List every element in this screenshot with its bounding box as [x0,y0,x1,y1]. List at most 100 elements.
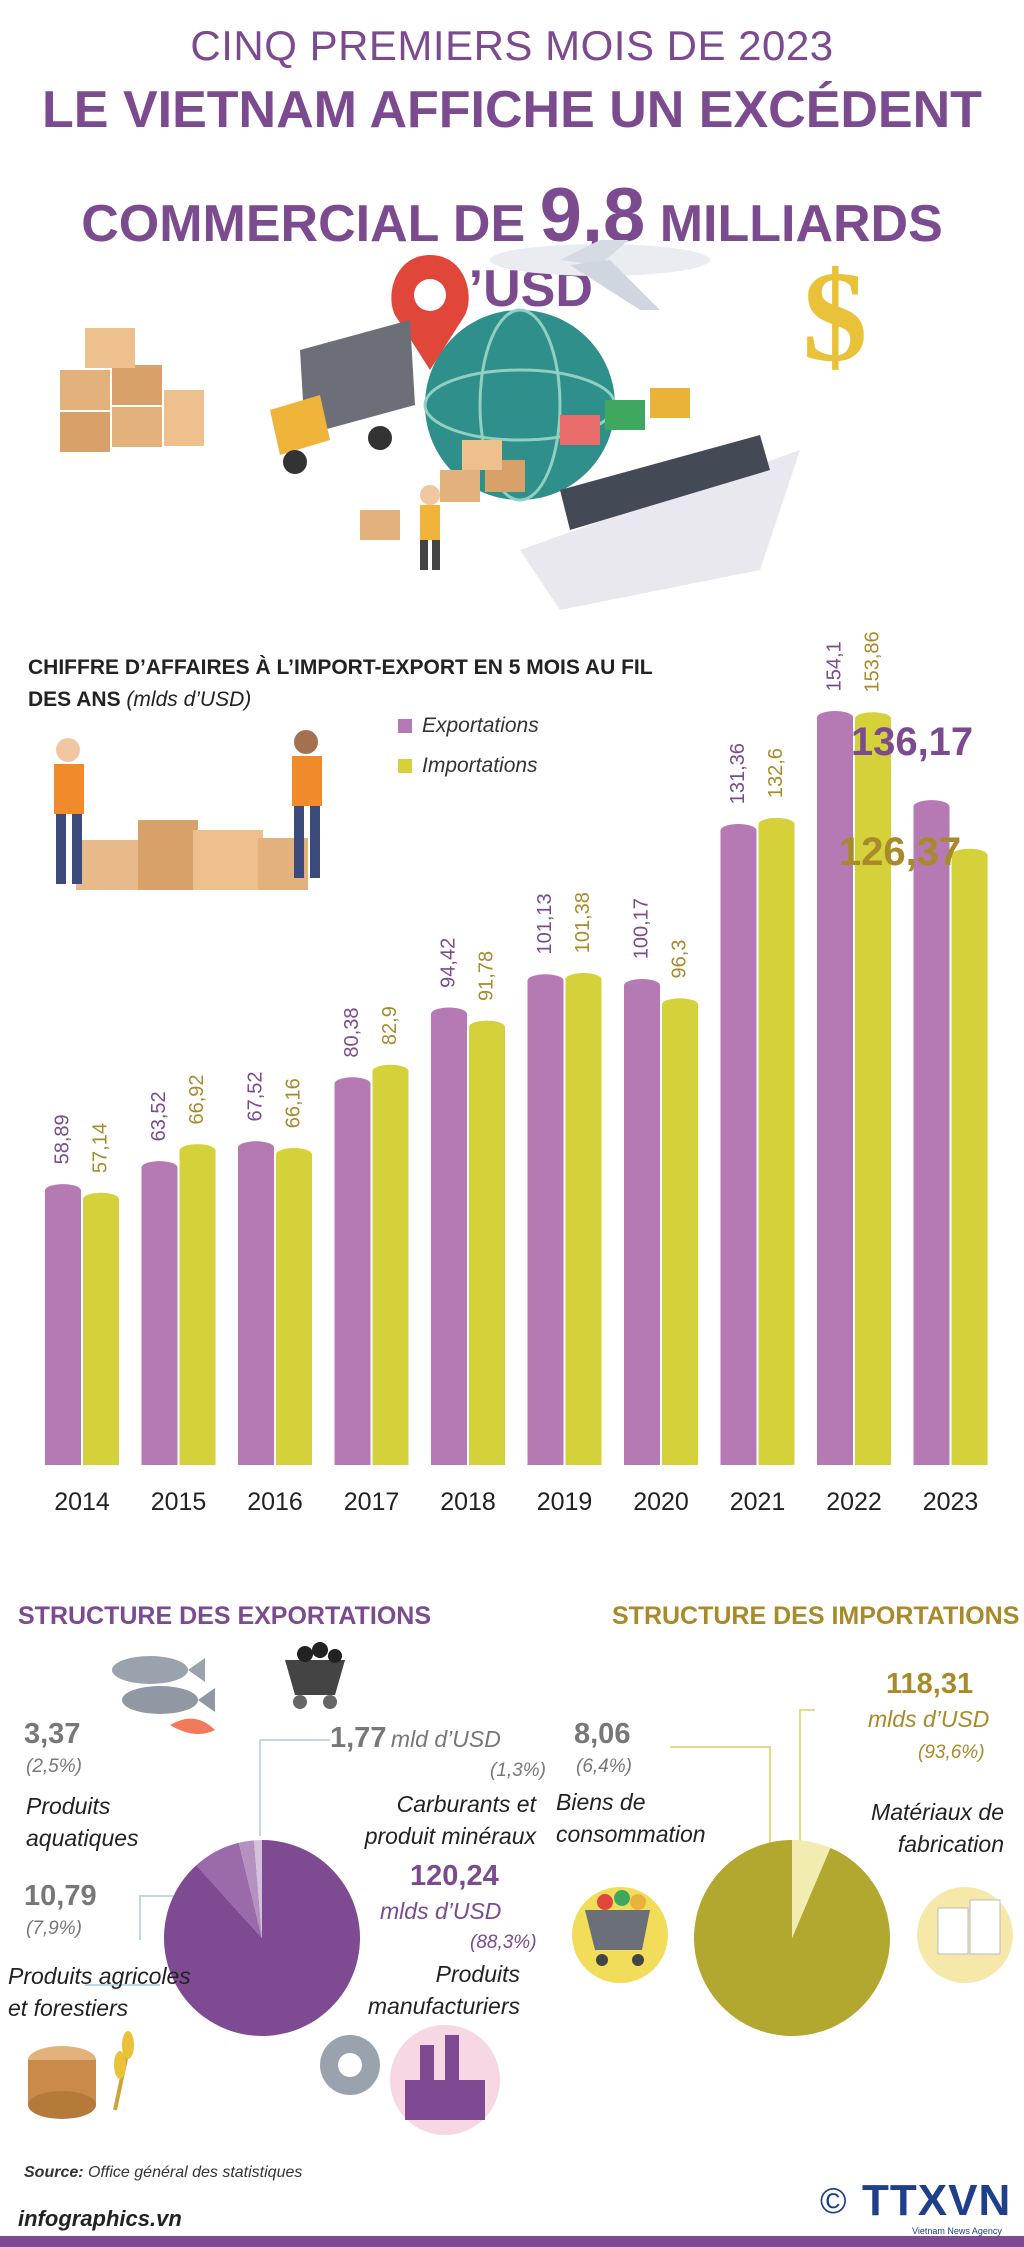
label-exports-2021: 131,36 [727,743,749,804]
aquatic-label-l1: Produits [26,1793,111,1819]
chart-unit: (mlds d’USD) [126,688,252,711]
fuel-unit: mld d’USD [390,1726,501,1752]
fuel-pct: (1,3%) [490,1760,546,1781]
agri-label-l2: et forestiers [8,1995,129,2021]
year-label-2014: 2014 [54,1488,110,1516]
bar-imports-2015 [179,1144,216,1465]
bar-imports-2017 [372,1064,409,1465]
manuf-label-l1: Produits [435,1961,520,1987]
consumer-label: Biens de consommation [556,1786,706,1850]
exports-pie-slice-2 [238,1840,262,1938]
agri-pct: (7,9%) [26,1918,82,1939]
label-imports-2022: 153,86 [861,631,883,692]
exports-pie-slice-1 [196,1842,262,1938]
year-label-2022: 2022 [826,1488,882,1516]
fuel-value-row: 1,77 mld d’USD [330,1722,501,1755]
log-icon [28,2046,96,2119]
year-label-2015: 2015 [151,1488,207,1516]
aquatic-value: 3,37 [24,1718,81,1750]
workers-icon [420,485,440,570]
legend-imports: Importations [398,754,538,778]
year-label-2020: 2020 [633,1488,689,1516]
label-exports-2015: 63,52 [148,1091,170,1141]
truck-icon [270,320,415,474]
bar-imports-2020 [662,998,698,1465]
label-imports-2018: 91,78 [475,951,497,1001]
wheat-icon [113,2031,134,2111]
label-exports-2017: 80,38 [341,1008,363,1058]
year-label-2017: 2017 [344,1488,400,1516]
bar-exports-2019 [527,974,564,1465]
manuf-label: Produits manufacturiers [350,1958,520,2022]
agri-value: 10,79 [24,1880,97,1912]
factory-icon [390,2025,500,2135]
hero-illustration: $ [60,240,868,610]
materials-label-l2: fabrication [897,1831,1004,1857]
footer-bar [0,2236,1024,2247]
aquatic-label: Produits aquatiques [26,1790,139,1854]
source-text: Office général des statistiques [88,2164,303,2181]
label-exports-2016: 67,52 [244,1071,266,1121]
imports-pie-slice-1 [792,1840,831,1938]
leader-line-fuel [259,1739,330,1836]
materials-unit: mlds d’USD [868,1706,990,1732]
materials-label: Matériaux de fabrication [840,1796,1004,1860]
chart-title: CHIFFRE D’AFFAIRES À L’IMPORT-EXPORT EN … [28,652,668,716]
year-label-2019: 2019 [537,1488,593,1516]
imports-pie-area [572,1709,1013,2036]
bar-imports-2016 [276,1147,312,1465]
bar-exports-2018 [431,1007,467,1465]
bar-imports-2023 [951,848,988,1465]
boxes-icon [360,440,525,540]
imports-pie-slice-0 [693,1840,890,2036]
bar-exports-2014 [45,1184,81,1465]
bar-imports-2021 [758,817,795,1465]
exports-pie-slice-3 [254,1840,262,1938]
footer-site[interactable]: infographics.vn [18,2206,182,2231]
bar-exports-2017 [334,1077,371,1465]
materials-pct: (93,6%) [918,1742,985,1763]
fish-icon [112,1656,215,1734]
year-label-2018: 2018 [440,1488,496,1516]
year-label-2016: 2016 [247,1488,303,1516]
airplane-icon [490,240,710,310]
label-imports-2021: 132,6 [765,748,787,798]
label-imports-2020: 96,3 [668,940,690,979]
bar-exports-2022 [817,711,853,1465]
bar-chart: 58,89 57,14 2014 63,52 66,92 2015 67,52 66,16 20… [45,631,988,1516]
manuf-pct: (88,3%) [470,1932,537,1953]
label-imports-2017: 82,9 [379,1006,401,1045]
copyright-icon: © [820,2180,847,2221]
ship-icon [520,388,800,610]
fuel-label: Carburants et produit minéraux [346,1788,536,1852]
year-label-2021: 2021 [730,1488,786,1516]
manuf-label-l2: manufacturiers [367,1993,520,2019]
bar-exports-2023 [913,800,950,1465]
leader-line-materials [799,1709,815,1860]
agri-label-l1: Produits agricoles [8,1963,191,1989]
imports-pie [693,1840,890,2036]
label-exports-2020: 100,17 [630,898,652,959]
ttxvn-logo: TTXVN [862,2176,1012,2225]
legend-exports-swatch [398,719,412,734]
source-label: Source: [24,2164,84,2181]
paper-rolls-icon [917,1887,1013,1983]
label-imports-2015: 66,92 [186,1074,208,1124]
label-exports-2019: 101,13 [534,893,556,954]
aquatic-pct: (2,5%) [26,1756,82,1777]
label-imports-2019: 101,38 [572,892,594,953]
fuel-value: 1,77 [330,1722,387,1754]
boxes-icon [60,328,204,452]
imports-structure-title: STRUCTURE DES IMPORTATIONS [612,1602,1020,1630]
consumer-value: 8,06 [574,1718,631,1750]
bar-exports-2021 [720,824,757,1465]
fuel-label-l1: Carburants et [396,1791,536,1817]
materials-label-l1: Matériaux de [871,1799,1004,1825]
consumer-label-l2: consommation [556,1821,706,1847]
legend-imports-swatch [398,759,412,774]
bar-exports-2020 [624,978,660,1465]
label-exports-2014: 58,89 [51,1114,73,1164]
workers-icon [54,730,322,890]
manuf-value: 120,24 [410,1860,499,1892]
label-exports-2023: 136,17 [851,720,973,764]
